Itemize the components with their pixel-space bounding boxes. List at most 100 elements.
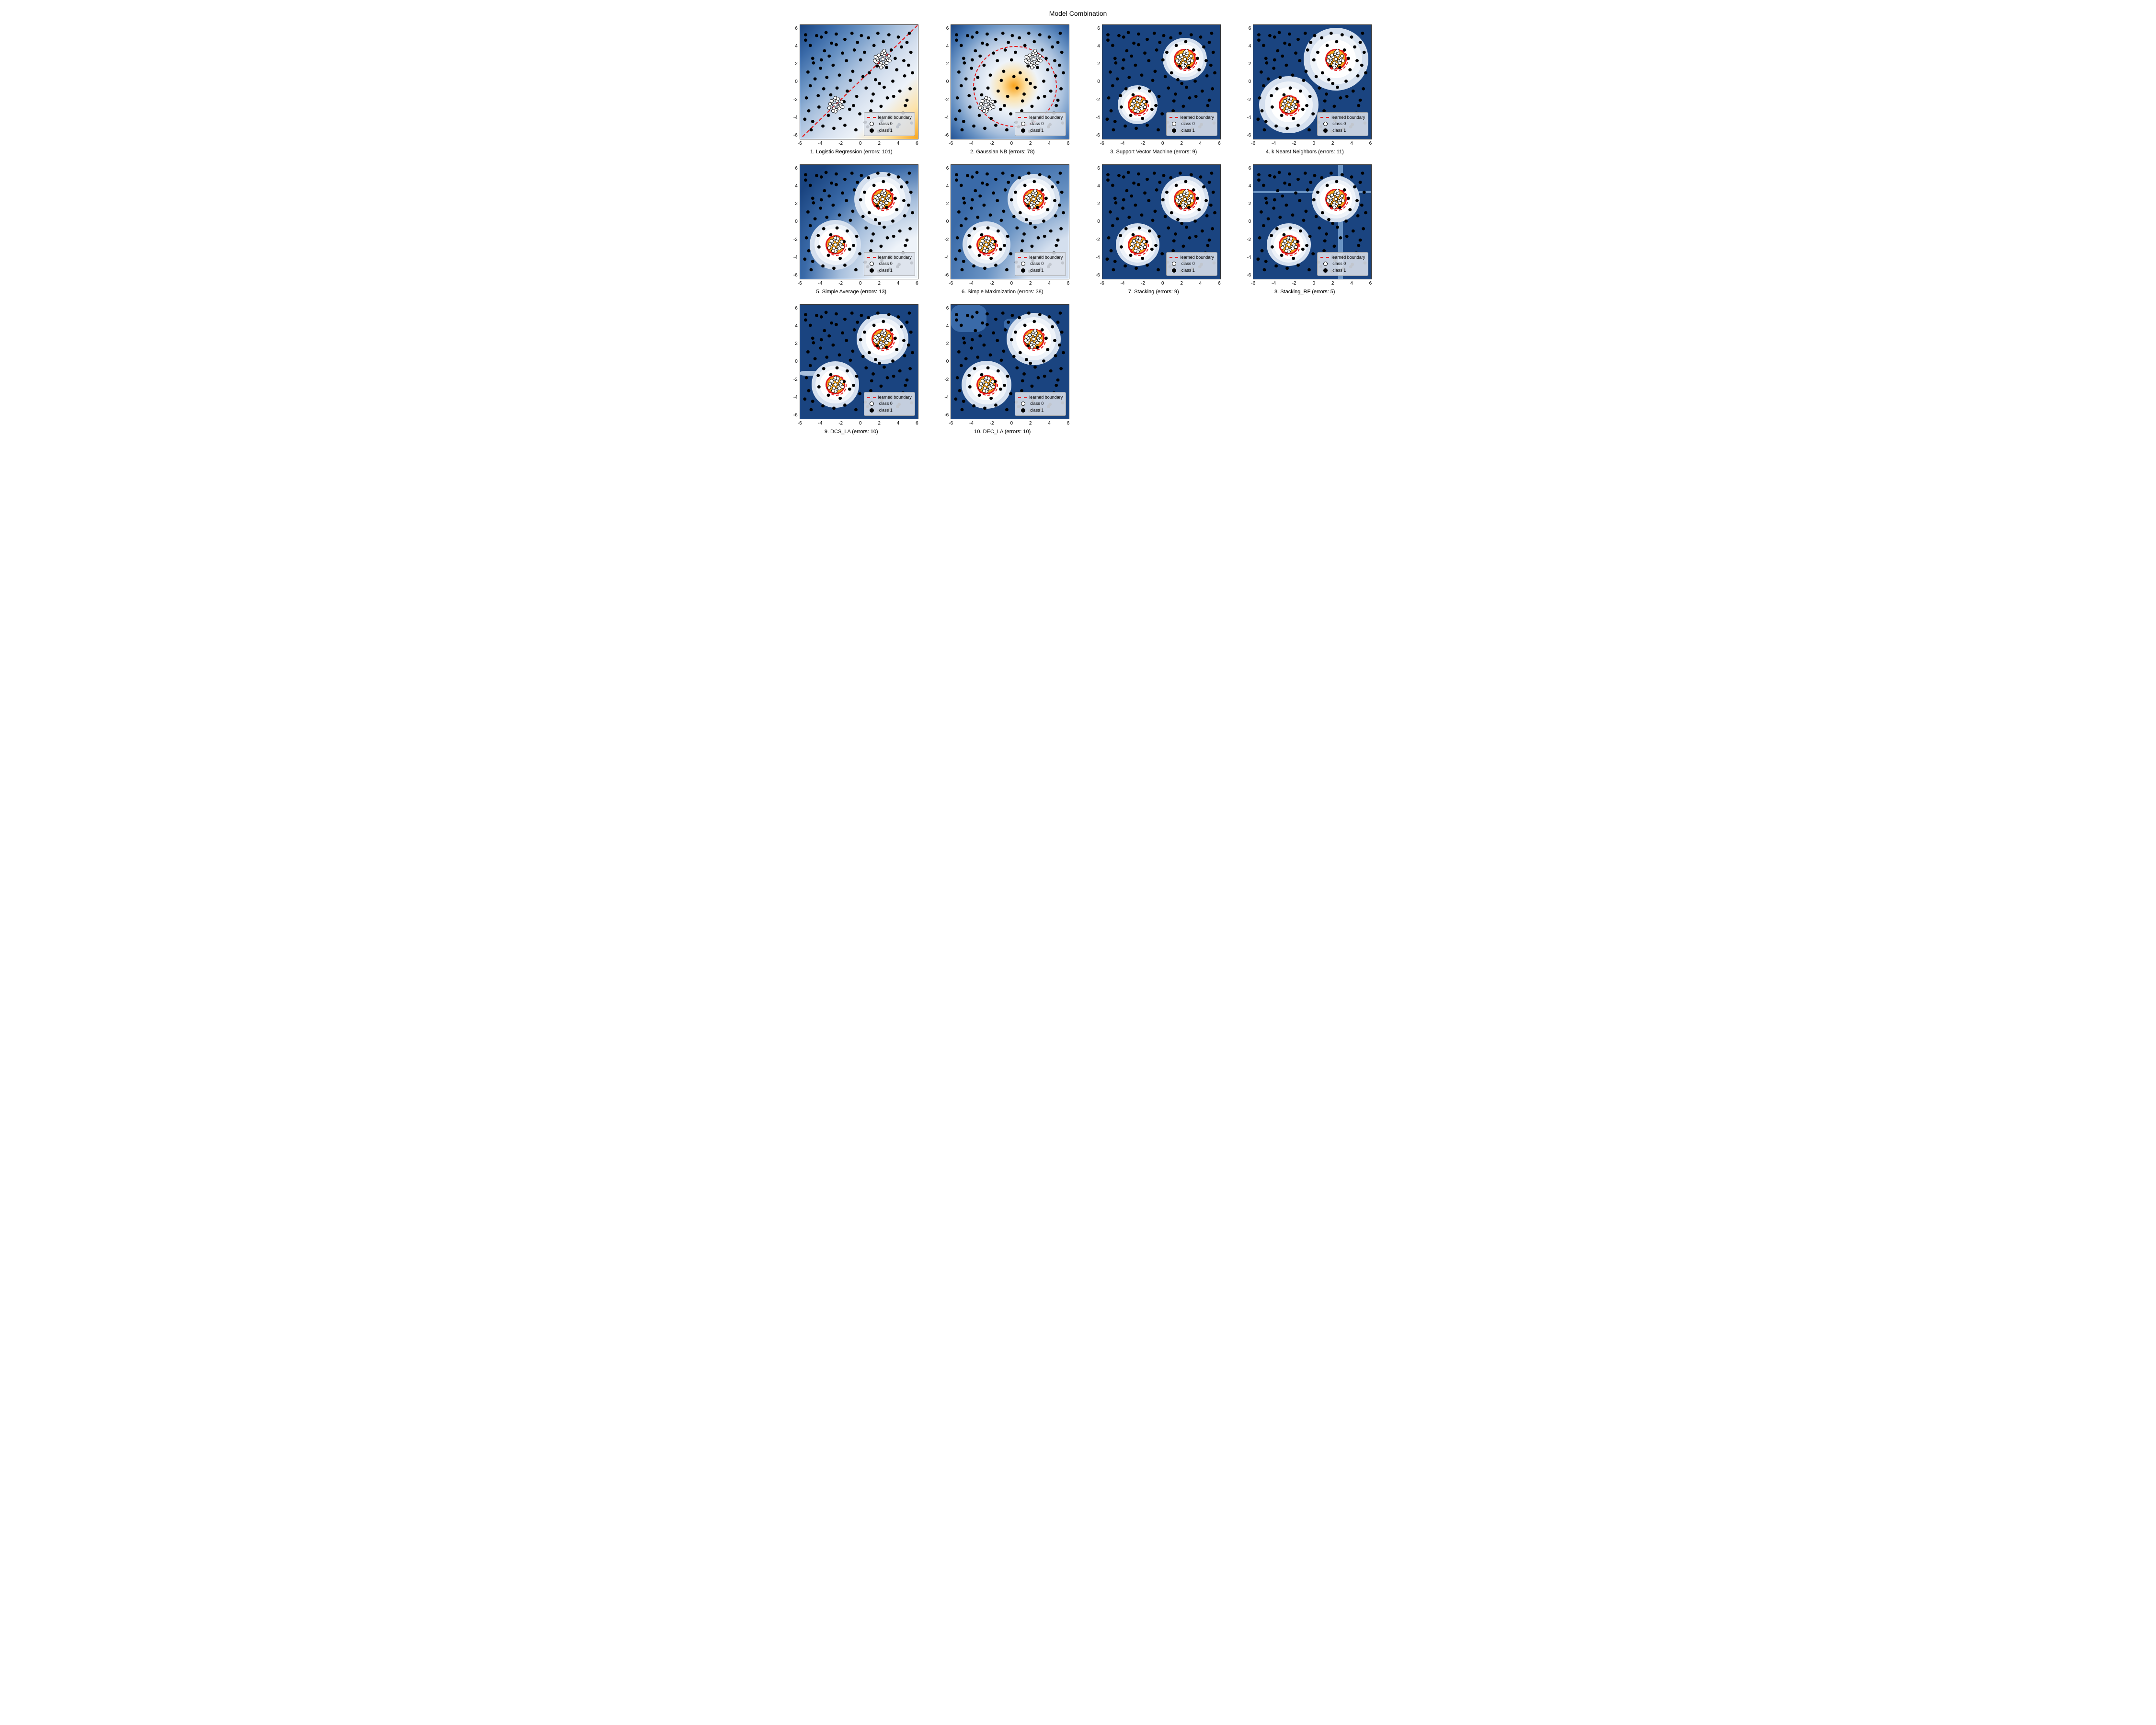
- legend-marker-icon: [1323, 122, 1328, 126]
- x-axis: -6-4-20246: [796, 419, 920, 426]
- ytick-label: 0: [784, 219, 798, 224]
- legend: learned boundaryclass 0class 1: [864, 252, 915, 276]
- xtick-label: -6: [949, 421, 953, 426]
- legend-label: learned boundary: [1029, 115, 1063, 121]
- y-axis: 6420-2-4-6: [784, 164, 800, 279]
- xtick-label: 4: [1048, 281, 1051, 286]
- legend-line-icon: [867, 257, 876, 258]
- legend-item: class 1: [1320, 127, 1365, 134]
- y-axis: 6420-2-4-6: [784, 304, 800, 419]
- legend-item: class 0: [1170, 121, 1214, 127]
- x-axis: -6-4-20246: [1098, 139, 1223, 146]
- ytick-label: 2: [784, 341, 798, 346]
- legend-marker-icon: [1172, 262, 1176, 266]
- ytick-label: -4: [784, 115, 798, 120]
- plot-area: 6420-2-4-6 learned boundaryclass 0class …: [784, 304, 918, 419]
- ytick-label: -2: [784, 97, 798, 103]
- legend: learned boundaryclass 0class 1: [1317, 112, 1368, 137]
- plot-area: 6420-2-4-6 learned boundaryclass 0class …: [935, 164, 1069, 279]
- legend-line-icon: [1018, 257, 1027, 258]
- xtick-label: -2: [1141, 281, 1145, 286]
- subplot-title: 8. Stacking_RF (errors: 5): [1274, 289, 1335, 295]
- ytick-label: 0: [935, 359, 949, 364]
- legend-item: learned boundary: [1320, 115, 1365, 121]
- legend-item: class 1: [1320, 267, 1365, 274]
- ytick-label: 4: [935, 184, 949, 189]
- legend-label: class 1: [1030, 407, 1044, 414]
- xtick-label: -2: [1292, 281, 1296, 286]
- legend-label: learned boundary: [1029, 394, 1063, 401]
- legend-marker-icon: [870, 262, 874, 266]
- subplot: 6420-2-4-6 learned boundaryclass 0class …: [779, 24, 924, 155]
- legend-marker-icon: [1021, 408, 1025, 413]
- legend-marker-icon: [1021, 122, 1025, 126]
- xtick-label: 4: [1199, 141, 1202, 146]
- legend-label: learned boundary: [1331, 115, 1365, 121]
- legend-item: learned boundary: [867, 115, 912, 121]
- subplot-title: 6. Simple Maximization (errors: 38): [962, 289, 1044, 295]
- legend-label: class 0: [1332, 261, 1346, 267]
- legend: learned boundaryclass 0class 1: [864, 112, 915, 137]
- legend-label: class 1: [879, 407, 893, 414]
- xtick-label: 2: [878, 421, 881, 426]
- xtick-label: -4: [818, 421, 822, 426]
- ytick-label: 4: [784, 184, 798, 189]
- legend-marker-icon: [1021, 268, 1025, 273]
- legend-item: class 1: [867, 127, 912, 134]
- legend-marker-icon: [1172, 128, 1176, 133]
- subplot: 6420-2-4-6 learned boundaryclass 0class …: [779, 304, 924, 435]
- ytick-label: 6: [1087, 26, 1100, 31]
- ytick-label: -2: [935, 97, 949, 103]
- xtick-label: 4: [1350, 141, 1353, 146]
- legend-item: class 0: [1018, 121, 1063, 127]
- xtick-label: 6: [916, 141, 918, 146]
- xtick-label: -4: [818, 281, 822, 286]
- ytick-label: 4: [784, 44, 798, 49]
- plot-area: 6420-2-4-6 learned boundaryclass 0class …: [784, 24, 918, 139]
- chart-box: learned boundaryclass 0class 1: [800, 164, 918, 279]
- ytick-label: -6: [784, 273, 798, 278]
- ytick-label: 2: [935, 61, 949, 67]
- plot-area: 6420-2-4-6 learned boundaryclass 0class …: [1087, 24, 1221, 139]
- legend: learned boundaryclass 0class 1: [1166, 112, 1217, 137]
- legend-line-icon: [1018, 117, 1027, 118]
- legend-item: class 1: [1018, 127, 1063, 134]
- plot-area: 6420-2-4-6 learned boundaryclass 0class …: [935, 24, 1069, 139]
- legend: learned boundaryclass 0class 1: [1317, 252, 1368, 276]
- ytick-label: 4: [1238, 44, 1251, 49]
- xtick-label: -4: [969, 141, 974, 146]
- chart-box: learned boundaryclass 0class 1: [1102, 24, 1221, 139]
- subplot-grid: 6420-2-4-6 learned boundaryclass 0class …: [779, 24, 1377, 435]
- legend-item: class 1: [1018, 267, 1063, 274]
- ytick-label: -6: [1238, 273, 1251, 278]
- legend-marker-icon: [1323, 268, 1328, 273]
- y-axis: 6420-2-4-6: [784, 24, 800, 139]
- chart-box: learned boundaryclass 0class 1: [951, 24, 1069, 139]
- legend-label: class 0: [1181, 121, 1195, 127]
- y-axis: 6420-2-4-6: [1238, 164, 1253, 279]
- subplot: 6420-2-4-6 learned boundaryclass 0class …: [930, 24, 1076, 155]
- legend-line-icon: [1018, 397, 1027, 398]
- legend-item: learned boundary: [1018, 115, 1063, 121]
- legend-item: class 1: [867, 407, 912, 414]
- xtick-label: -2: [1141, 141, 1145, 146]
- legend-item: class 0: [1320, 261, 1365, 267]
- ytick-label: -6: [935, 413, 949, 418]
- plot-area: 6420-2-4-6 learned boundaryclass 0class …: [784, 164, 918, 279]
- legend: learned boundaryclass 0class 1: [1166, 252, 1217, 276]
- y-axis: 6420-2-4-6: [935, 304, 951, 419]
- subplot-title: 3. Support Vector Machine (errors: 9): [1110, 149, 1197, 155]
- xtick-label: -4: [1120, 281, 1124, 286]
- ytick-label: 4: [935, 44, 949, 49]
- xtick-label: -2: [1292, 141, 1296, 146]
- xtick-label: 0: [859, 281, 862, 286]
- ytick-label: 6: [784, 306, 798, 311]
- xtick-label: 4: [1350, 281, 1353, 286]
- legend-item: learned boundary: [1320, 254, 1365, 261]
- ytick-label: -6: [784, 133, 798, 138]
- legend-label: learned boundary: [878, 254, 912, 261]
- legend-item: class 1: [867, 267, 912, 274]
- xtick-label: 2: [878, 141, 881, 146]
- xtick-label: -4: [969, 281, 974, 286]
- xtick-label: 2: [1331, 281, 1334, 286]
